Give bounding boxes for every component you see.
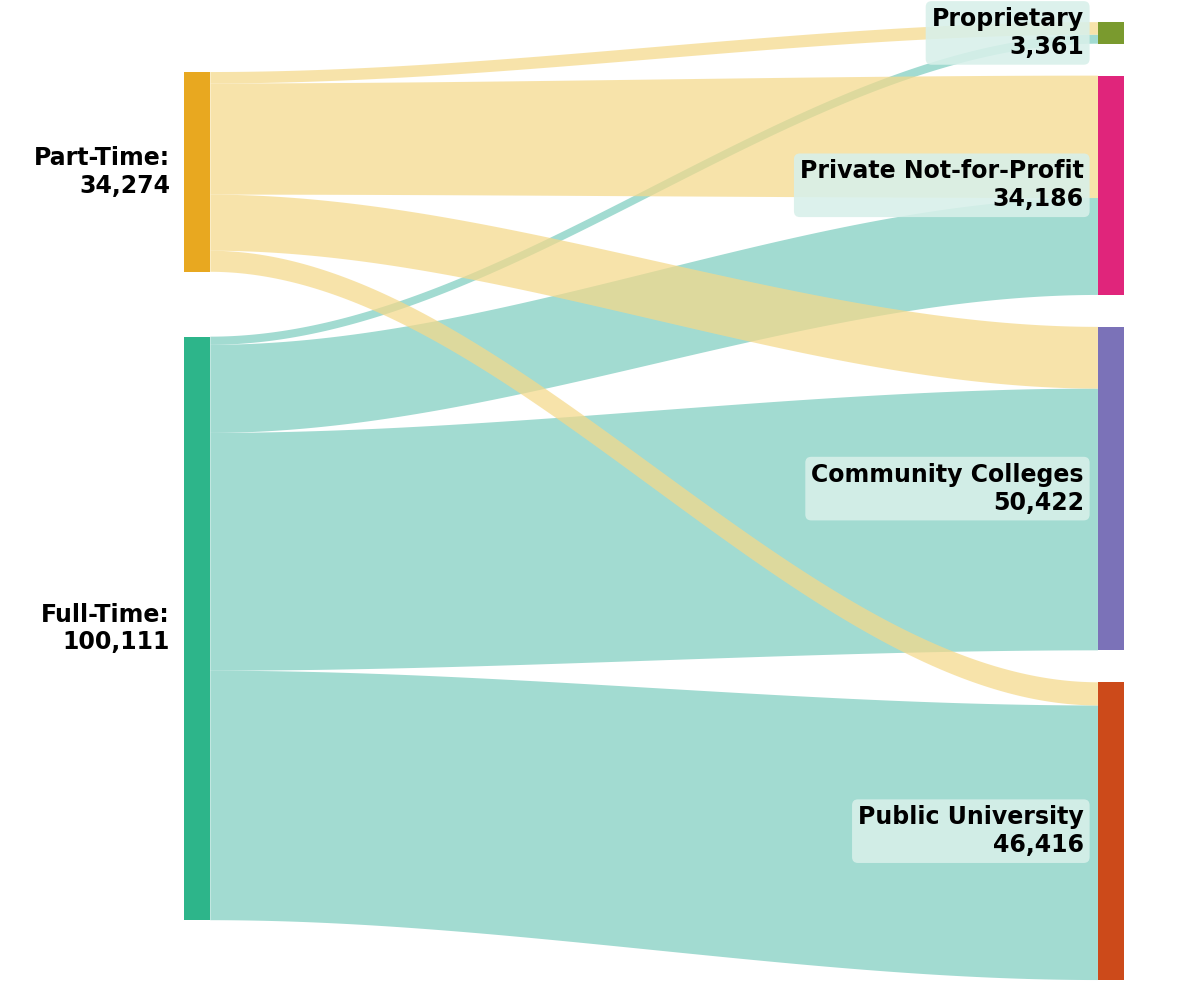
Bar <box>1098 327 1124 650</box>
Polygon shape <box>210 195 1098 389</box>
Text: Full-Time:
100,111: Full-Time: 100,111 <box>41 603 170 654</box>
Polygon shape <box>210 198 1098 433</box>
Bar <box>185 337 210 920</box>
Text: Part-Time:
34,274: Part-Time: 34,274 <box>34 146 170 198</box>
Bar <box>1098 682 1124 980</box>
Text: Private Not-for-Profit
34,186: Private Not-for-Profit 34,186 <box>800 159 1084 211</box>
Text: Public University
46,416: Public University 46,416 <box>858 805 1084 857</box>
Text: Proprietary
3,361: Proprietary 3,361 <box>931 7 1084 59</box>
Polygon shape <box>210 671 1098 980</box>
Bar <box>1098 22 1124 44</box>
Polygon shape <box>210 22 1098 83</box>
Text: Community Colleges
50,422: Community Colleges 50,422 <box>811 463 1084 515</box>
Bar <box>185 72 210 272</box>
Bar <box>1098 76 1124 295</box>
Polygon shape <box>210 389 1098 671</box>
Polygon shape <box>210 35 1098 345</box>
Polygon shape <box>210 76 1098 198</box>
Polygon shape <box>210 251 1098 705</box>
